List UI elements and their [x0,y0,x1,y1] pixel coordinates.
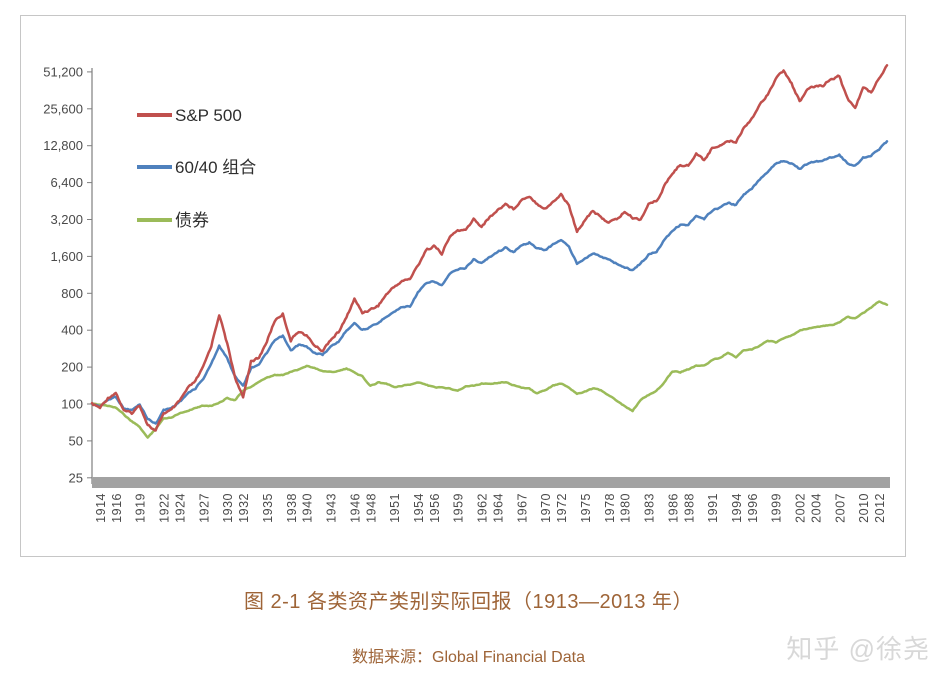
x-tick-label: 1978 [603,493,617,523]
y-tick-label: 25,600 [43,101,83,116]
x-tick-label: 1962 [476,493,490,523]
x-tick-label: 1927 [197,493,211,523]
x-tick-label: 1967 [515,493,529,523]
x-tick-label: 1924 [173,493,187,523]
x-tick-label: 1991 [706,493,720,523]
x-tick-label: 1946 [348,493,362,523]
x-tick-label: 2002 [794,493,808,523]
x-tick-label: 1954 [412,493,426,523]
x-tick-label: 1935 [261,493,275,523]
y-tick-label: 25 [69,470,83,485]
y-tick-label: 6,400 [50,175,83,190]
x-tick-label: 1988 [682,493,696,523]
x-tick-label: 1975 [579,493,593,523]
x-tick-label: 1940 [301,493,315,523]
x-tick-label: 2007 [833,493,847,523]
legend-label-sp500: S&P 500 [175,106,242,125]
legend-label-portfolio-60-40: 60/40 组合 [175,158,256,177]
series-line-bonds [90,300,889,439]
x-tick-label: 1932 [237,493,251,523]
x-tick-label: 2010 [857,493,871,523]
x-tick-label: 1999 [770,493,784,523]
x-tick-label: 1943 [325,493,339,523]
x-tick-label: 1983 [643,493,657,523]
x-tick-label: 1972 [555,493,569,523]
x-tick-label: 1948 [364,493,378,523]
series-line-sp500 [90,64,889,432]
y-tick-label: 100 [61,397,83,412]
x-tick-label: 1970 [539,493,553,523]
watermark-zhihu: 知乎 @徐尧 [786,634,930,664]
y-tick-label: 1,600 [50,249,83,264]
x-tick-label: 1951 [388,493,402,523]
x-tick-label: 1956 [428,493,442,523]
y-tick-label: 400 [61,323,83,338]
asset-class-returns-chart: 51,200 25,600 12,800 6,400 3,200 1,600 800 400 2… [43,64,890,523]
x-tick-label: 1914 [94,493,108,523]
figure-title: 图 2-1 各类资产类别实际回报（1913—2013 年） [243,591,694,613]
y-tick-label: 200 [61,360,83,375]
chart-frame: 51,200 25,600 12,800 6,400 3,200 1,600 800 400 2… [20,15,906,557]
x-tick-label: 1986 [666,493,680,523]
x-tick-label: 1922 [158,493,172,523]
x-tick-label: 1938 [285,493,299,523]
x-tick-label: 1930 [221,493,235,523]
x-tick-label: 1959 [452,493,466,523]
x-tick-label: 2012 [873,493,887,523]
y-tick-label: 51,200 [43,64,83,79]
x-tick-label: 1964 [491,493,505,523]
y-tick-label: 800 [61,286,83,301]
figure-data-source: 数据来源：Global Financial Data [352,649,585,666]
x-tick-label: 1994 [730,493,744,523]
x-tick-label: 2004 [810,493,824,523]
series-line-portfolio-60-40 [90,140,889,425]
x-axis-bar [92,477,890,488]
y-tick-label: 50 [69,433,83,448]
x-tick-label: 1996 [746,493,760,523]
x-tick-label: 1916 [110,493,124,523]
y-tick-label: 3,200 [50,212,83,227]
legend-label-bonds: 债券 [175,211,209,230]
y-tick-label: 12,800 [43,138,83,153]
x-tick-label: 1980 [619,493,633,523]
x-tick-label: 1919 [134,493,148,523]
